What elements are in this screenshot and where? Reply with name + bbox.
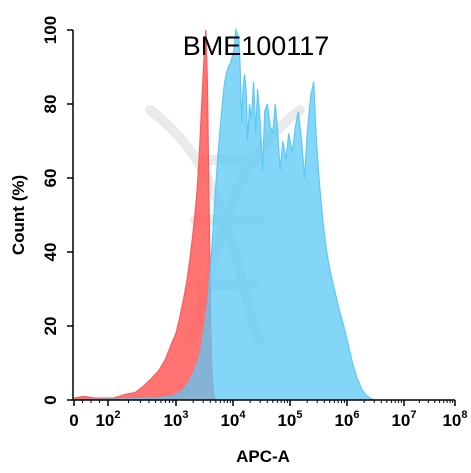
x-tick-label: 104 (220, 409, 246, 430)
x-tick-label: 105 (277, 409, 302, 430)
histogram-outline-2 (73, 27, 375, 401)
x-tick-label: 103 (163, 409, 188, 430)
histogram-outline-1 (73, 29, 216, 401)
x-axis-label: APC-A (236, 447, 290, 466)
y-tick-label: 80 (41, 95, 60, 114)
x-tick-label: 107 (391, 409, 416, 430)
x-tick-label: 0 (69, 411, 78, 430)
y-tick-label: 100 (41, 16, 60, 44)
plot-area (73, 27, 375, 401)
y-tick-label: 60 (41, 169, 60, 188)
chart-title: BME100117 (183, 31, 330, 61)
x-tick-label: 108 (442, 409, 467, 430)
x-tick-label: 102 (95, 409, 120, 430)
y-tick-label: 20 (41, 317, 60, 336)
x-tick-label: 106 (334, 409, 359, 430)
x-axis-ticks: 0 102 103 104 105 106 107 108 (69, 400, 468, 430)
y-axis-ticks: 0 20 40 60 80 100 (41, 16, 73, 405)
y-tick-label: 40 (41, 243, 60, 262)
y-tick-label: 0 (41, 395, 60, 404)
histogram-area-1 (74, 30, 216, 400)
y-axis-label: Count (%) (9, 175, 28, 255)
